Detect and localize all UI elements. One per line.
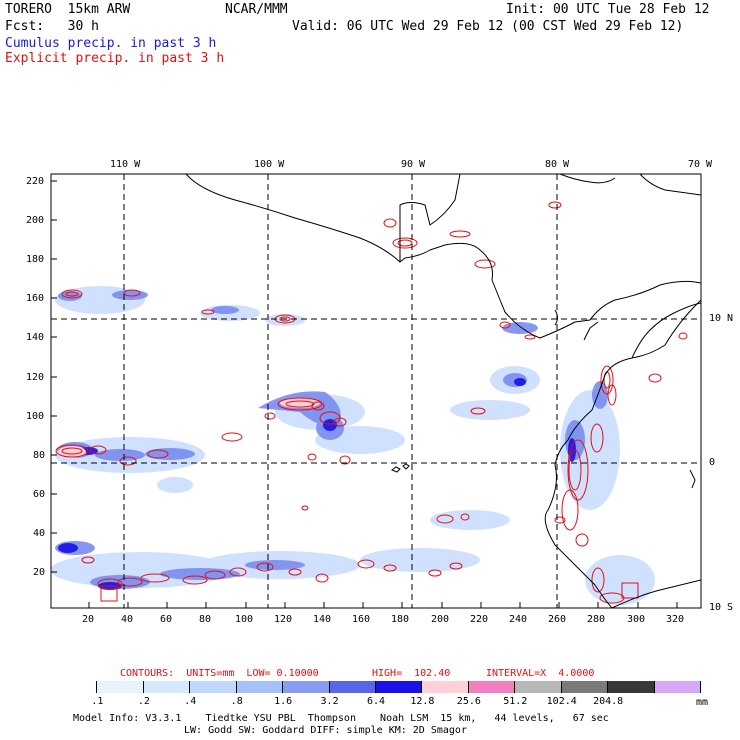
colorbar-label: 204.8	[593, 696, 624, 707]
y-tick-label: 120	[26, 372, 45, 383]
colorbar-swatch	[143, 681, 191, 693]
colorbar-label: 3.2	[320, 696, 339, 707]
colorbar-swatch	[608, 681, 655, 693]
x-tick-label: 60	[160, 614, 173, 625]
lon-label-100w: 100 W	[254, 159, 285, 170]
x-tick-label: 200	[431, 614, 450, 625]
colorbar-swatch	[515, 681, 562, 693]
y-tick-label: 140	[26, 332, 45, 343]
x-tick-label: 160	[352, 614, 371, 625]
contours-info: CONTOURS: UNITS=mm LOW= 0.10000	[120, 668, 319, 679]
lat-label-10n: 10 N	[709, 313, 734, 324]
colorbar-swatch	[97, 681, 144, 693]
colorbar-swatch	[422, 681, 469, 693]
model-title: TORERO 15km ARW	[5, 2, 131, 17]
x-tick-label: 220	[470, 614, 489, 625]
x-tick-label: 280	[587, 614, 606, 625]
contours-high: HIGH= 102.40	[372, 668, 451, 679]
y-tick-label: 200	[26, 215, 45, 226]
x-tick-label: 180	[391, 614, 410, 625]
lon-label-110w: 110 W	[110, 159, 141, 170]
lat-label-10s: 10 S	[709, 602, 734, 613]
y-tick-label: 160	[26, 293, 45, 304]
forecast-hour: Fcst: 30 h	[5, 19, 99, 34]
contours-interval: INTERVAL=X 4.0000	[486, 668, 595, 679]
y-tick-label: 80	[33, 450, 46, 461]
lon-label-90w: 90 W	[401, 159, 426, 170]
colorbar-label: 25.6	[456, 696, 481, 707]
graticule	[51, 174, 701, 608]
y-tick-label: 180	[26, 254, 45, 265]
org-label: NCAR/MMM	[225, 2, 288, 17]
coastlines	[185, 174, 701, 608]
colorbar-label: 6.4	[366, 696, 386, 707]
colorbar-swatch	[51, 681, 98, 693]
x-tick-label: 260	[548, 614, 567, 625]
map-frame	[50, 173, 702, 609]
explicit-precip-contours	[55, 201, 688, 604]
colorbar-label: .2	[137, 696, 150, 707]
colorbar-label: 1.6	[274, 696, 293, 707]
x-tick-label: 100	[235, 614, 254, 625]
colorbar-swatch	[283, 681, 330, 693]
lon-label-80w: 80 W	[545, 159, 570, 170]
colorbar-label: 51.2	[503, 696, 528, 707]
model-info: Model Info: V3.3.1 Tiedtke YSU PBL Thomp…	[73, 713, 609, 724]
physics-info: LW: Godd SW: Goddard DIFF: simple KM: 2D…	[184, 725, 467, 736]
init-time: Init: 00 UTC Tue 28 Feb 12	[506, 2, 710, 17]
colorbar-label: .8	[230, 696, 243, 707]
y-tick-label: 220	[26, 176, 45, 187]
colorbar-label: 102.4	[546, 696, 577, 707]
valid-time: Valid: 06 UTC Wed 29 Feb 12 (00 CST Wed …	[292, 19, 684, 34]
legend-cumulus: Cumulus precip. in past 3 h	[5, 36, 217, 51]
x-tick-label: 80	[199, 614, 212, 625]
y-tick-label: 20	[33, 567, 46, 578]
y-tick-label: 40	[33, 528, 46, 539]
x-tick-label: 320	[666, 614, 685, 625]
colorbar-swatch	[236, 681, 284, 693]
colorbar-label: .1	[91, 696, 104, 707]
x-tick-label: 40	[121, 614, 134, 625]
x-tick-label: 300	[627, 614, 646, 625]
colorbar-swatch	[329, 681, 376, 693]
colorbar-swatch	[190, 681, 237, 693]
lat-label-0: 0	[709, 457, 716, 468]
x-tick-label: 20	[82, 614, 95, 625]
x-tick-label: 140	[313, 614, 332, 625]
lon-label-70w: 70 W	[688, 159, 713, 170]
colorbar-unit: mm	[696, 697, 709, 708]
colorbar-swatch	[468, 681, 516, 693]
colorbar-swatch	[376, 681, 423, 693]
colorbar-swatch	[561, 681, 609, 693]
y-tick-label: 60	[33, 489, 46, 500]
colorbar-swatch	[654, 681, 701, 693]
x-tick-label: 240	[509, 614, 528, 625]
colorbar-label: 12.8	[410, 696, 435, 707]
x-tick-label: 120	[274, 614, 293, 625]
precip-fields	[51, 174, 701, 608]
y-tick-label: 100	[26, 411, 45, 422]
colorbar-label: .4	[184, 696, 197, 707]
legend-explicit: Explicit precip. in past 3 h	[5, 51, 225, 66]
y-axis-ticks	[51, 180, 678, 608]
